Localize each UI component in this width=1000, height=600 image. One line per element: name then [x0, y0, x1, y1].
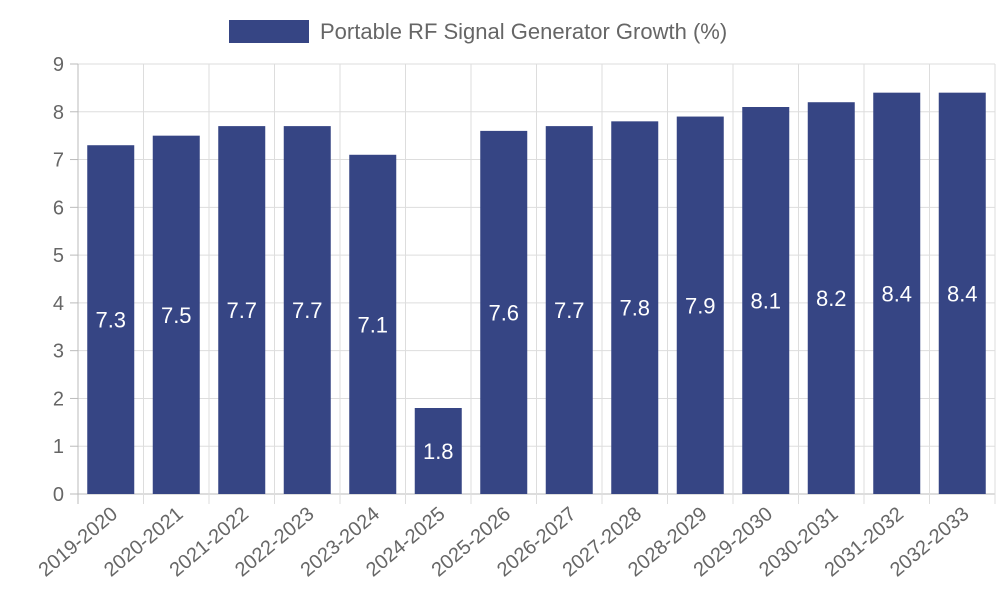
bar-2026-2027 [545, 126, 593, 494]
data-label-2025-2026: 7.6 [488, 300, 519, 325]
data-label-2019-2020: 7.3 [95, 308, 126, 333]
bar-2020-2021 [152, 135, 200, 494]
bar-2025-2026 [480, 130, 528, 494]
data-label-2028-2029: 7.9 [685, 293, 716, 318]
y-tick-label: 6 [53, 197, 64, 219]
data-label-2024-2025: 1.8 [423, 439, 454, 464]
bar-2029-2030 [742, 107, 790, 494]
legend-swatch [229, 20, 309, 43]
grid [77, 63, 996, 504]
data-label-2026-2027: 7.7 [554, 298, 585, 323]
data-label-2022-2023: 7.7 [292, 298, 323, 323]
bar-2023-2024 [349, 154, 397, 494]
data-label-2020-2021: 7.5 [161, 303, 192, 328]
y-tick-label: 3 [53, 341, 64, 363]
bar-2024-2025 [414, 408, 462, 494]
y-axis-tick-labels: 0 1 2 3 4 5 6 7 8 9 [53, 54, 64, 506]
data-label-2032-2033: 8.4 [947, 281, 978, 306]
data-label-2031-2032: 8.4 [881, 281, 912, 306]
data-label-2030-2031: 8.2 [816, 286, 847, 311]
y-tick-label: 4 [53, 293, 64, 315]
bar-2022-2023 [283, 126, 331, 494]
bar-2027-2028 [611, 121, 659, 494]
y-tick-label: 9 [53, 54, 64, 76]
legend-label: Portable RF Signal Generator Growth (%) [320, 19, 727, 44]
y-tick-label: 1 [53, 436, 64, 458]
data-label-2029-2030: 8.1 [750, 289, 781, 314]
bar-2028-2029 [676, 116, 724, 495]
data-label-2027-2028: 7.8 [619, 296, 650, 321]
bar-2019-2020 [87, 145, 135, 494]
bar-2021-2022 [218, 126, 266, 494]
data-label-2021-2022: 7.7 [226, 298, 257, 323]
bar-2030-2031 [807, 102, 855, 494]
axes [70, 63, 78, 495]
bar-2032-2033 [938, 92, 986, 495]
y-tick-label: 8 [53, 102, 64, 124]
y-tick-label: 5 [53, 245, 64, 267]
y-tick-label: 2 [53, 388, 64, 410]
data-labels: 7.3 7.5 7.7 7.7 7.1 1.8 7.6 7.7 7.8 7.9 8.1 8.2 8.4 8… [95, 281, 977, 464]
bars [87, 92, 986, 495]
y-tick-label: 7 [53, 150, 64, 172]
x-axis-tick-labels: 2019-20202020-20212021-20222022-20232023… [35, 503, 974, 581]
data-label-2023-2024: 7.1 [357, 312, 388, 337]
y-tick-label: 0 [53, 484, 64, 506]
bar-2031-2032 [873, 92, 921, 495]
legend: Portable RF Signal Generator Growth (%) [229, 19, 727, 44]
